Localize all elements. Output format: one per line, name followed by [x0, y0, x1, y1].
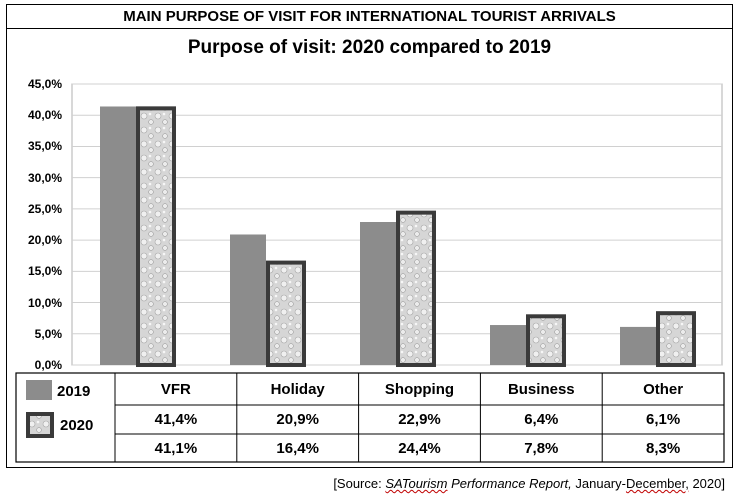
- data-label-2019-other: 6,1%: [645, 411, 681, 428]
- category-label-shopping: Shopping: [384, 381, 455, 398]
- bar-2019-vfr: [100, 106, 136, 365]
- data-label-2020-vfr: 41,1%: [154, 440, 198, 457]
- category-label-business: Business: [507, 381, 575, 398]
- source-range-year: 2020]: [688, 476, 725, 491]
- data-label-2019-business: 6,4%: [524, 411, 559, 428]
- chart-frame: [6, 4, 733, 468]
- y-tick-label: 35,0%: [27, 139, 62, 154]
- legend-swatch-2020: [26, 412, 54, 438]
- y-tick-label: 10,0%: [27, 295, 62, 310]
- y-tick-label: 0,0%: [34, 358, 62, 372]
- y-tick-label: 20,0%: [27, 233, 62, 248]
- y-tick-label: 40,0%: [27, 108, 62, 123]
- bar-2020-vfr: [136, 106, 176, 367]
- bar-2019-holiday: [230, 234, 266, 365]
- data-table-border: [15, 372, 725, 463]
- bar-2020-shopping: [396, 210, 436, 367]
- bar-2020-business: [526, 314, 566, 367]
- source-citation: [Source: SATourism Performance Report, J…: [333, 476, 725, 492]
- chart-title: Purpose of visit: 2020 compared to 2019: [187, 37, 552, 58]
- y-tick-label: 15,0%: [27, 264, 62, 279]
- bar-2020-other: [656, 311, 696, 367]
- category-label-other: Other: [643, 381, 684, 398]
- data-label-2020-holiday: 16,4%: [276, 440, 319, 457]
- legend-label-2020: 2020: [60, 417, 94, 434]
- source-publication-rest: Performance Report,: [447, 476, 572, 491]
- category-label-vfr: VFR: [160, 381, 191, 398]
- y-tick-label: 25,0%: [27, 201, 62, 216]
- data-label-2019-holiday: 20,9%: [276, 411, 319, 428]
- source-publication-name: SATourism: [385, 476, 448, 491]
- y-tick-label: 45,0%: [27, 77, 62, 91]
- bar-2019-shopping: [360, 222, 396, 365]
- data-label-2020-other: 8,3%: [645, 440, 681, 457]
- y-tick-label: 30,0%: [27, 170, 62, 185]
- main-title: MAIN PURPOSE OF VISIT FOR INTERNATIONAL …: [6, 4, 733, 29]
- bar-2020-holiday: [266, 260, 306, 368]
- data-label-2020-business: 7,8%: [524, 440, 559, 457]
- bar-2019-other: [620, 326, 656, 365]
- y-tick-label: 5,0%: [34, 326, 62, 341]
- bar-2019-business: [490, 325, 526, 365]
- legend-label-2019: 2019: [57, 383, 91, 400]
- data-label-2019-vfr: 41,4%: [154, 411, 198, 428]
- source-range-month: December,: [625, 476, 689, 491]
- category-label-holiday: Holiday: [270, 381, 325, 398]
- data-label-2019-shopping: 22,9%: [398, 411, 441, 428]
- source-range-start: January-: [571, 476, 626, 491]
- data-label-2020-shopping: 24,4%: [398, 440, 441, 457]
- legend-swatch-2019: [26, 380, 52, 400]
- source-prefix: [Source:: [333, 476, 386, 491]
